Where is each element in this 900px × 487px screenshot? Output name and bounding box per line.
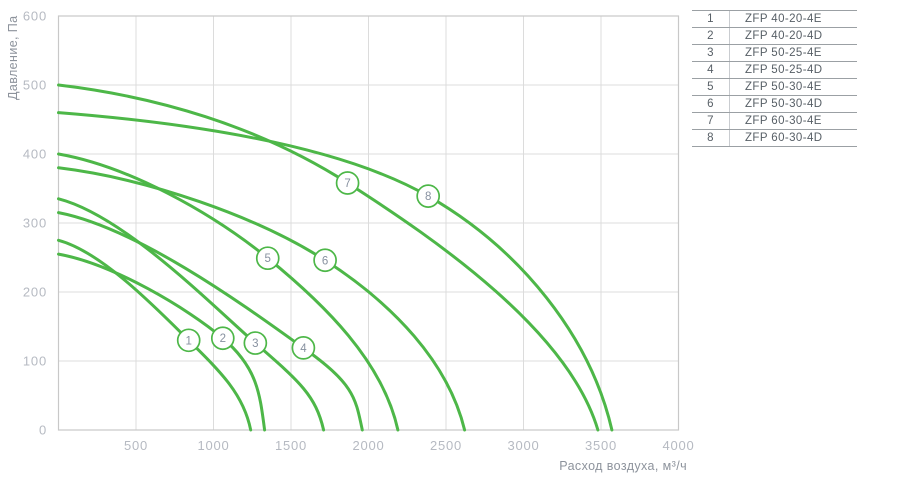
curve-marker-number-8: 8 bbox=[425, 191, 431, 203]
legend-row: 5 ZFP 50-30-4E bbox=[692, 78, 857, 95]
legend-row-number: 2 bbox=[692, 28, 730, 44]
y-axis-title: Давление, Па bbox=[6, 15, 20, 100]
y-tick-label: 0 bbox=[39, 423, 47, 438]
legend-row: 8 ZFP 60-30-4D bbox=[692, 129, 857, 147]
curve-marker-number-3: 3 bbox=[252, 338, 258, 350]
curve-marker-number-5: 5 bbox=[265, 253, 271, 265]
x-tick-label: 500 bbox=[124, 438, 148, 453]
legend-row: 6 ZFP 50-30-4D bbox=[692, 95, 857, 112]
curve-marker-number-1: 1 bbox=[185, 335, 191, 347]
curve-8 bbox=[57, 111, 614, 432]
curve-marker-number-2: 2 bbox=[220, 333, 226, 345]
curve-marker-5 bbox=[255, 246, 280, 271]
curve-marker-3 bbox=[243, 331, 268, 355]
x-tick-label: 1500 bbox=[275, 438, 307, 453]
legend-row-model: ZFP 40-20-4D bbox=[745, 30, 823, 42]
legend-row-number: 6 bbox=[692, 96, 730, 112]
x-axis-title: Расход воздуха, м³/ч bbox=[559, 459, 687, 473]
legend-row-model: ZFP 60-30-4E bbox=[745, 115, 822, 127]
curve-marker-2 bbox=[210, 326, 235, 351]
curve-6 bbox=[57, 166, 467, 432]
legend-row-model: ZFP 50-30-4D bbox=[745, 98, 823, 110]
curve-marker-7 bbox=[335, 171, 360, 195]
legend-row-number: 1 bbox=[692, 11, 730, 27]
legend-row-number: 8 bbox=[692, 130, 730, 146]
x-tick-label: 3500 bbox=[585, 438, 617, 453]
legend-row-model: ZFP 50-25-4D bbox=[745, 64, 823, 76]
legend-row: 4 ZFP 50-25-4D bbox=[692, 61, 857, 78]
legend-row: 3 ZFP 50-25-4E bbox=[692, 44, 857, 61]
y-tick-label: 100 bbox=[23, 354, 47, 369]
legend-row-number: 3 bbox=[692, 45, 730, 61]
x-tick-label: 1000 bbox=[197, 438, 229, 453]
x-tick-label: 4000 bbox=[662, 438, 694, 453]
legend-row-model: ZFP 50-30-4E bbox=[745, 81, 822, 93]
legend-row-number: 4 bbox=[692, 62, 730, 78]
x-tick-label: 3000 bbox=[507, 438, 539, 453]
curve-marker-number-6: 6 bbox=[322, 255, 328, 267]
legend-row: 1 ZFP 40-20-4E bbox=[692, 10, 857, 27]
x-tick-label: 2500 bbox=[430, 438, 462, 453]
y-tick-label: 400 bbox=[23, 147, 47, 162]
x-tick-label: 2000 bbox=[352, 438, 384, 453]
curve-marker-6 bbox=[313, 248, 337, 273]
model-legend-table: 1 ZFP 40-20-4E 2 ZFP 40-20-4D 3 ZFP 50-2… bbox=[692, 10, 857, 147]
y-tick-label: 600 bbox=[23, 9, 47, 24]
curve-marker-8 bbox=[416, 184, 441, 208]
plot-border bbox=[57, 15, 680, 431]
curve-marker-1 bbox=[176, 328, 201, 353]
legend-row-model: ZFP 50-25-4E bbox=[745, 47, 822, 59]
curve-4 bbox=[57, 211, 364, 432]
legend-row: 7 ZFP 60-30-4E bbox=[692, 112, 857, 129]
legend-row-model: ZFP 60-30-4D bbox=[745, 132, 823, 144]
legend-row-number: 5 bbox=[692, 79, 730, 95]
curve-marker-number-7: 7 bbox=[344, 178, 350, 190]
y-tick-label: 500 bbox=[23, 78, 47, 93]
curve-3 bbox=[57, 197, 326, 432]
curve-marker-number-4: 4 bbox=[300, 343, 307, 355]
y-tick-label: 200 bbox=[23, 285, 47, 300]
legend-row: 2 ZFP 40-20-4D bbox=[692, 27, 857, 44]
y-tick-label: 300 bbox=[23, 216, 47, 231]
curve-marker-4 bbox=[291, 336, 316, 360]
legend-row-number: 7 bbox=[692, 113, 730, 129]
legend-row-model: ZFP 40-20-4E bbox=[745, 13, 822, 25]
